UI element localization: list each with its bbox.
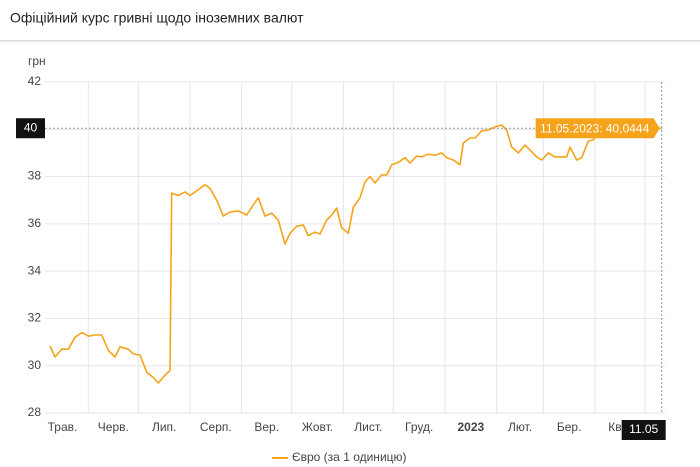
crosshair-y-box (16, 118, 45, 139)
x-tick-label: Трав. (48, 420, 78, 434)
y-tick-label: 32 (28, 311, 42, 325)
x-tick-label: Серп. (200, 420, 232, 434)
chart-title: Офіційний курс гривні щодо іноземних вал… (10, 10, 304, 26)
x-tick-label: 2023 (457, 420, 484, 434)
x-tick-label: Жовт. (302, 420, 333, 434)
y-tick-label: 42 (28, 74, 42, 88)
y-tick-label: 36 (28, 216, 42, 230)
crosshair-x-box (621, 420, 666, 440)
x-tick-label: Бер. (557, 420, 582, 434)
y-tick-label: 28 (28, 405, 42, 419)
y-tick-label: 38 (28, 169, 42, 183)
y-tick-label: 30 (28, 358, 42, 372)
x-tick-label: Лют. (508, 420, 532, 434)
x-tick-label: Вер. (254, 420, 279, 434)
x-tick-label: Лист. (354, 420, 382, 434)
y-tick-label: 34 (28, 263, 42, 277)
tooltip-box (535, 118, 660, 139)
crosshair-y-label: 40 (24, 120, 38, 134)
legend-label: Євро (за 1 одиницю) (292, 450, 407, 464)
y-axis-unit: грн (28, 54, 46, 68)
tooltip-text: 11.05.2023: 40,0444 (540, 121, 650, 135)
x-tick-label: Груд. (405, 420, 433, 434)
crosshair-x-label: 11.05 (629, 422, 658, 436)
x-tick-label: Черв. (98, 420, 129, 434)
header (0, 0, 700, 40)
data-line (49, 124, 662, 384)
x-tick-label: Лип. (152, 420, 176, 434)
